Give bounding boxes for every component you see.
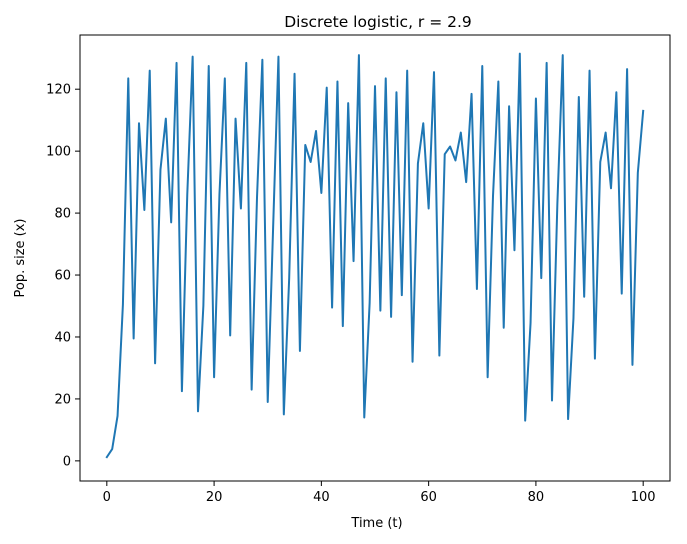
y-tick-label: 80 [54, 207, 71, 222]
x-tick-label: 100 [631, 490, 656, 505]
y-tick-label: 100 [46, 145, 71, 160]
x-tick-label: 80 [528, 490, 545, 505]
x-axis: 0 20 40 60 80 100 [103, 481, 656, 505]
y-tick-label: 60 [54, 269, 71, 284]
x-tick-label: 40 [313, 490, 330, 505]
x-tick-label: 60 [420, 490, 437, 505]
y-tick-label: 40 [54, 330, 71, 345]
y-axis-label: Pop. size (x) [13, 218, 28, 297]
x-tick-label: 20 [206, 490, 223, 505]
x-tick-label: 0 [103, 490, 111, 505]
y-axis: 0 20 40 60 80 100 120 [46, 83, 80, 469]
chart-title: Discrete logistic, r = 2.9 [284, 13, 472, 31]
plot-area [105, 52, 645, 459]
x-axis-label: Time (t) [350, 516, 402, 531]
y-tick-label: 0 [63, 454, 71, 469]
y-tick-label: 20 [54, 392, 71, 407]
series-line [105, 52, 645, 459]
plot-frame [79, 34, 671, 482]
y-tick-label: 120 [46, 83, 71, 98]
